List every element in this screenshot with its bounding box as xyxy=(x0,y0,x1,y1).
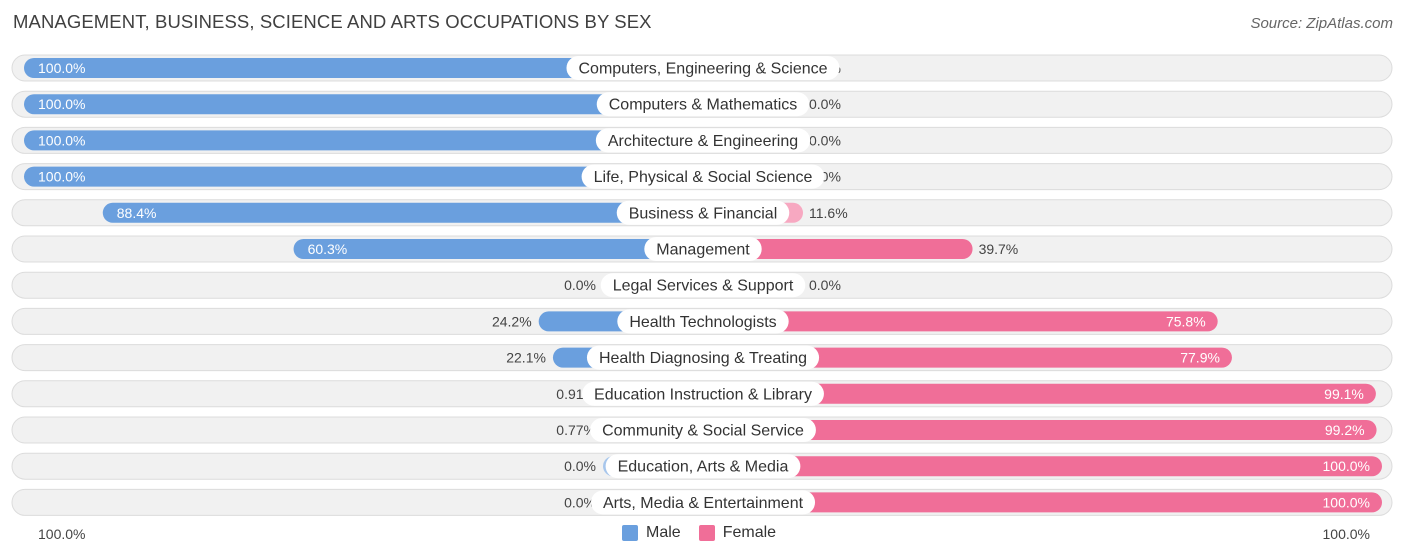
legend-swatch-male xyxy=(622,525,638,541)
legend-swatch-female xyxy=(698,525,715,541)
legend-label-female: Female xyxy=(722,524,777,541)
male-bar xyxy=(24,130,703,151)
male-value-label: 0.0% xyxy=(564,494,596,510)
male-value-label: 88.4% xyxy=(117,205,157,221)
male-bar xyxy=(293,239,703,259)
axis-right-label: 100.0% xyxy=(1322,526,1370,542)
female-bar xyxy=(703,492,1382,513)
axis-left-label: 100.0% xyxy=(38,526,86,542)
female-bar xyxy=(703,347,1232,368)
legend-item-male: Male xyxy=(622,524,681,542)
category-pill xyxy=(595,128,811,153)
female-value-label: 0.0% xyxy=(809,96,841,112)
female-value-label: 100.0% xyxy=(1323,458,1370,474)
female-value-label: 100.0% xyxy=(1323,494,1370,510)
male-value-label: 0.0% xyxy=(564,277,596,293)
female-value-label: 99.2% xyxy=(1325,422,1365,438)
male-value-label: 100.0% xyxy=(38,96,85,112)
male-value-label: 22.1% xyxy=(506,350,546,366)
category-pill xyxy=(617,309,789,334)
category-label: Legal Services & Support xyxy=(613,278,794,295)
category-pill xyxy=(644,237,762,261)
category-label: Education, Arts & Media xyxy=(618,459,789,476)
category-label: Education Instruction & Library xyxy=(594,386,812,403)
category-pill xyxy=(590,418,816,442)
female-bar xyxy=(703,383,1376,404)
category-label: Computers, Engineering & Science xyxy=(578,61,827,78)
category-label: Health Technologists xyxy=(629,314,776,331)
female-bar xyxy=(703,311,1218,332)
female-value-label: 75.8% xyxy=(1166,313,1206,329)
legend: Male Female xyxy=(622,524,794,542)
category-label: Business & Financial xyxy=(629,205,778,222)
category-pill xyxy=(581,164,825,189)
category-label: Management xyxy=(656,242,750,259)
female-value-label: 11.6% xyxy=(809,205,848,221)
female-value-label: 0.0% xyxy=(809,132,841,148)
male-bar xyxy=(24,58,703,78)
male-value-label: 100.0% xyxy=(38,132,85,148)
male-value-label: 100.0% xyxy=(38,60,85,76)
category-pill xyxy=(596,92,810,117)
legend-item-female: Female xyxy=(698,524,777,542)
category-label: Computers & Mathematics xyxy=(609,97,798,114)
category-label: Community & Social Service xyxy=(602,423,804,440)
female-bar xyxy=(703,239,973,259)
male-bar xyxy=(24,166,703,187)
category-label: Life, Physical & Social Science xyxy=(594,169,813,186)
male-bar xyxy=(24,94,703,115)
male-value-label: 24.2% xyxy=(492,313,532,329)
category-label: Architecture & Engineering xyxy=(608,133,798,150)
male-value-label: 0.77% xyxy=(556,422,596,438)
female-value-label: 77.9% xyxy=(1180,350,1220,366)
category-pill xyxy=(590,490,816,515)
category-pill xyxy=(582,381,824,406)
female-value-label: 0.0% xyxy=(809,277,841,293)
category-label: Arts, Media & Entertainment xyxy=(603,495,804,512)
category-pill xyxy=(616,200,790,225)
female-value-label: 99.1% xyxy=(1324,386,1364,402)
category-pill xyxy=(586,345,820,370)
category-pill xyxy=(600,273,806,298)
female-bar xyxy=(703,420,1377,440)
male-value-label: 60.3% xyxy=(308,241,348,257)
male-value-label: 100.0% xyxy=(38,169,85,185)
category-pill xyxy=(566,56,840,80)
chart-title: MANAGEMENT, BUSINESS, SCIENCE AND ARTS O… xyxy=(13,11,652,32)
legend-label-male: Male xyxy=(646,524,681,541)
female-bar xyxy=(703,456,1382,477)
male-bar xyxy=(102,202,704,223)
source-label: Source: ZipAtlas.com xyxy=(1250,15,1393,32)
female-value-label: 39.7% xyxy=(979,241,1019,257)
male-value-label: 0.0% xyxy=(564,458,596,474)
category-pill xyxy=(605,454,801,479)
category-label: Health Diagnosing & Treating xyxy=(599,350,807,367)
